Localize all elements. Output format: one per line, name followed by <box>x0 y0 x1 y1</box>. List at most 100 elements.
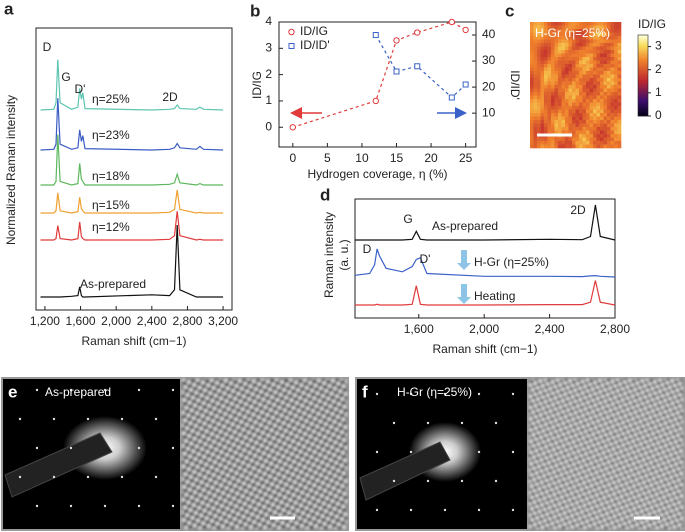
texture-cell <box>610 85 615 89</box>
texture-cell <box>547 92 552 96</box>
texture-cell <box>544 88 548 93</box>
texture-cell <box>565 53 569 58</box>
texture-cell <box>603 130 608 135</box>
texture-cell <box>603 81 608 86</box>
texture-cell <box>544 116 548 121</box>
spectrum <box>355 280 616 306</box>
texture-cell <box>596 78 601 82</box>
texture-cell <box>617 88 622 93</box>
texture-cell <box>551 50 555 54</box>
texture-cell <box>596 88 601 93</box>
texture-cell <box>565 130 569 135</box>
texture-cell <box>533 32 538 37</box>
colorbar-segment <box>638 55 648 58</box>
texture-cell <box>614 29 618 33</box>
legend-label: ID/ID' <box>300 38 330 52</box>
texture-cell <box>533 95 538 100</box>
series-label: η=12% <box>92 220 130 234</box>
texture-cell <box>558 137 562 142</box>
texture-cell <box>589 46 594 51</box>
texture-cell <box>565 92 569 96</box>
texture-cell <box>544 29 548 33</box>
texture-cell <box>600 92 604 96</box>
texture-cell <box>603 74 608 79</box>
colorbar-segment <box>638 101 648 105</box>
texture-cell <box>537 36 541 40</box>
texture-cell <box>568 123 573 128</box>
texture-cell <box>540 78 545 82</box>
texture-cell <box>617 25 622 30</box>
texture-cell <box>533 109 538 114</box>
colorbar-segment <box>638 59 648 62</box>
texture-cell <box>540 50 545 54</box>
texture-cell <box>600 74 604 79</box>
texture-cell <box>561 88 566 93</box>
texture-cell <box>537 53 541 58</box>
texture-cell <box>614 85 618 89</box>
texture-cell <box>554 141 559 145</box>
texture-cell <box>607 123 611 128</box>
texture-cell <box>607 29 611 33</box>
texture-cell <box>540 64 545 68</box>
colorbar-label: ID/IG <box>638 17 666 31</box>
texture-cell <box>544 60 548 65</box>
texture-cell <box>589 81 594 86</box>
colorbar-segment <box>638 85 648 88</box>
texture-cell <box>596 116 601 121</box>
texture-cell <box>593 141 597 145</box>
texture-cell <box>558 22 562 26</box>
texture-cell <box>589 85 594 89</box>
texture-cell <box>547 99 552 103</box>
texture-cell <box>547 120 552 124</box>
colorbar-segment <box>638 75 648 78</box>
diffraction-spot <box>426 421 430 425</box>
texture-cell <box>537 127 541 131</box>
texture-cell <box>607 130 611 135</box>
point <box>448 94 455 101</box>
texture-cell <box>530 134 534 138</box>
texture-cell <box>600 137 604 142</box>
lattice <box>182 379 347 529</box>
texture-cell <box>593 67 597 72</box>
texture-cell <box>586 144 590 149</box>
texture-cell <box>586 64 590 68</box>
texture-cell <box>603 78 608 82</box>
texture-cell <box>586 36 590 40</box>
texture-cell <box>579 57 583 61</box>
texture-cell <box>596 36 601 40</box>
texture-cell <box>575 116 580 121</box>
texture-cell <box>575 46 580 51</box>
diffraction-spot <box>35 504 39 508</box>
texture-cell <box>593 106 597 110</box>
texture-cell <box>582 116 587 121</box>
texture-cell <box>530 36 534 40</box>
texture-cell <box>614 141 618 145</box>
x-tick-label: 1,600 <box>66 314 96 328</box>
texture-cell <box>593 99 597 103</box>
texture-cell <box>600 39 604 44</box>
texture-cell <box>579 106 583 110</box>
spectrum <box>40 59 224 111</box>
panel-letter: a <box>4 0 14 18</box>
texture-cell <box>589 141 594 145</box>
texture-cell <box>610 36 615 40</box>
texture-cell <box>610 123 615 128</box>
texture-cell <box>554 67 559 72</box>
texture-cell <box>572 22 576 26</box>
texture-cell <box>547 137 552 142</box>
texture-cell <box>530 144 534 149</box>
texture-cell <box>544 43 548 47</box>
texture-cell <box>596 67 601 72</box>
texture-cell <box>533 29 538 33</box>
y-tick-label: 0 <box>265 119 272 133</box>
texture-cell <box>558 85 562 89</box>
texture-cell <box>610 81 615 86</box>
texture-cell <box>593 92 597 96</box>
texture-cell <box>575 102 580 107</box>
series-label: η=23% <box>92 128 130 142</box>
legend-marker <box>288 28 295 36</box>
texture-cell <box>544 113 548 117</box>
texture-cell <box>530 50 534 54</box>
diffraction-spot <box>35 388 39 392</box>
spectrum <box>40 224 224 298</box>
